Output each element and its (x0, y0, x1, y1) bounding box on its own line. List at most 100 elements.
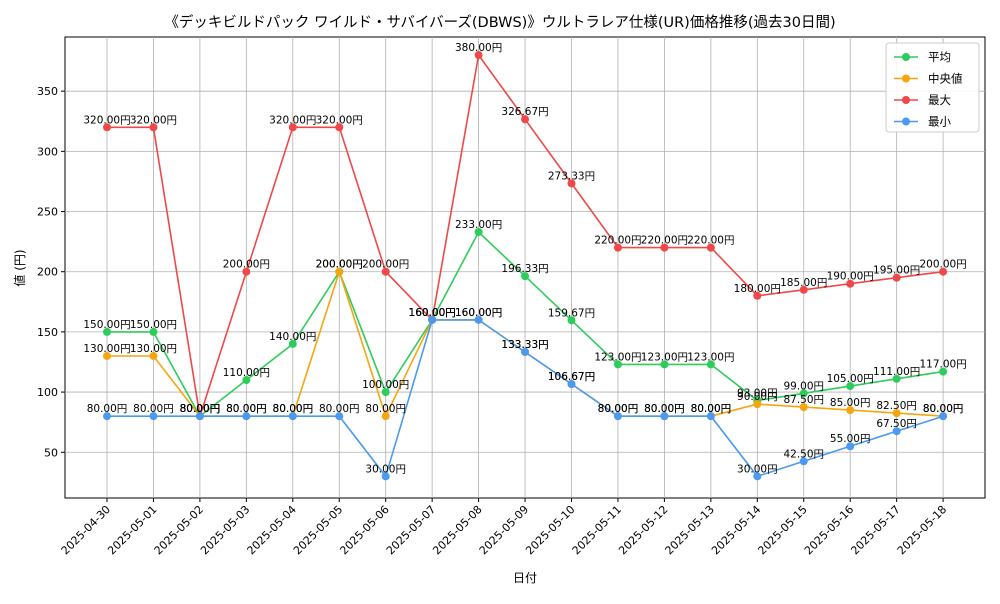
data-label: 320.00円 (83, 114, 130, 126)
data-label: 80.00円 (644, 403, 685, 415)
data-label: 320.00円 (316, 114, 363, 126)
data-label: 200.00円 (223, 259, 270, 271)
legend-marker (902, 74, 910, 83)
data-label: 80.00円 (644, 403, 685, 415)
grid-lines (65, 37, 985, 498)
data-label: 90.00円 (737, 391, 778, 403)
data-point (706, 360, 715, 369)
data-label: 159.67円 (548, 307, 595, 319)
data-point (846, 279, 855, 288)
data-point (103, 412, 111, 421)
data-point (242, 376, 251, 385)
data-label: 30.00円 (737, 463, 778, 475)
data-point (242, 412, 251, 421)
data-label: 80.00円 (598, 403, 639, 415)
data-label: 123.00円 (641, 351, 688, 363)
data-point (288, 123, 297, 132)
data-label: 123.00円 (687, 351, 734, 363)
y-tick-label: 200 (37, 266, 58, 279)
data-label: 160.00円 (455, 307, 502, 319)
data-point (521, 115, 530, 124)
data-label: 233.00円 (455, 219, 502, 231)
data-point (335, 412, 344, 421)
y-axis-label: 値 (円) (12, 249, 27, 286)
data-label: 100.00円 (362, 379, 409, 391)
legend-marker (902, 117, 910, 126)
data-point (892, 273, 901, 282)
data-point (613, 360, 622, 369)
data-label: 196.33円 (501, 263, 548, 275)
data-point (149, 351, 158, 360)
data-point (799, 403, 808, 412)
data-label: 42.50円 (783, 448, 824, 460)
data-point (939, 267, 948, 276)
y-tick-label: 150 (37, 326, 58, 339)
data-label: 195.00円 (873, 265, 920, 277)
data-label: 160.00円 (409, 307, 456, 319)
data-label: 80.00円 (180, 403, 221, 415)
data-point (474, 51, 483, 60)
y-tick-label: 100 (37, 386, 58, 399)
data-label: 160.00円 (409, 307, 456, 319)
data-point (706, 412, 715, 421)
data-point (103, 327, 111, 336)
data-label: 80.00円 (273, 403, 314, 415)
data-label: 200.00円 (362, 259, 409, 271)
y-tick-label: 50 (44, 446, 58, 459)
legend-label: 平均 (928, 50, 951, 64)
data-label: 80.00円 (180, 403, 221, 415)
data-point (381, 388, 390, 397)
data-label: 220.00円 (641, 235, 688, 247)
x-axis-label: 日付 (513, 571, 537, 585)
data-point (335, 267, 344, 276)
data-point (846, 382, 855, 391)
data-point (799, 389, 808, 398)
data-labels: 150.00円 150.00円 80.00円 110.00円 140.00円 200.00… (83, 42, 966, 475)
data-point (381, 472, 390, 481)
data-label: 67.50円 (876, 418, 917, 430)
data-label: 80.00円 (133, 403, 174, 415)
data-label: 200.00円 (919, 259, 966, 271)
chart-title: 《デッキビルドパック ワイルド・サバイバーズ(DBWS)》ウルトラレア仕様(UR… (164, 13, 835, 31)
data-label: 80.00円 (180, 403, 221, 415)
data-label: 85.00円 (830, 397, 871, 409)
legend-label: 最大 (928, 93, 951, 107)
data-point (892, 427, 901, 436)
data-point (846, 442, 855, 451)
y-tick-label: 350 (37, 85, 58, 98)
data-label: 30.00円 (365, 463, 406, 475)
data-label: 82.50円 (876, 400, 917, 412)
data-label: 273.33円 (548, 170, 595, 182)
data-point (939, 367, 948, 376)
data-label: 80.00円 (87, 403, 128, 415)
data-point (288, 412, 297, 421)
data-label: 105.00円 (827, 373, 874, 385)
data-point (103, 351, 111, 360)
data-point (521, 347, 530, 356)
y-tick-label: 300 (37, 145, 58, 158)
data-label: 123.00円 (594, 351, 641, 363)
data-label: 150.00円 (130, 319, 177, 331)
data-point (567, 179, 576, 188)
data-label: 99.00円 (783, 380, 824, 392)
data-point (753, 472, 762, 481)
data-point (613, 243, 622, 252)
y-tick-label: 250 (37, 206, 58, 219)
data-label: 190.00円 (827, 271, 874, 283)
data-label: 80.00円 (180, 403, 221, 415)
data-point (799, 457, 808, 466)
x-tick-label: 2025-05-18 (895, 503, 949, 557)
data-label: 111.00円 (873, 366, 920, 378)
data-point (242, 267, 251, 276)
data-label: 106.67円 (548, 371, 595, 383)
data-label: 80.00円 (923, 403, 964, 415)
data-point (149, 123, 158, 132)
data-label: 200.00円 (316, 259, 363, 271)
data-point (195, 412, 204, 421)
data-label: 110.00円 (223, 367, 270, 379)
data-label: 80.00円 (226, 403, 267, 415)
data-point (567, 380, 576, 389)
data-point (474, 227, 483, 236)
data-label: 80.00円 (691, 403, 732, 415)
